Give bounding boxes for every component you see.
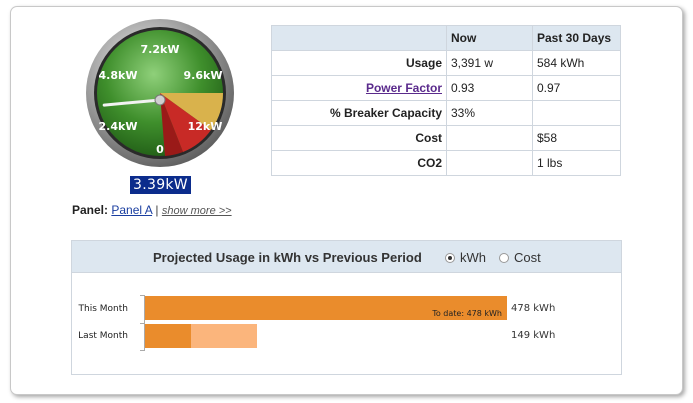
gauge-tick-label: 12kW bbox=[188, 120, 223, 133]
bar-last-month-to-date bbox=[145, 324, 191, 348]
projected-usage-title: Projected Usage in kWh vs Previous Perio… bbox=[153, 250, 422, 265]
power-gauge: 7.2kW 4.8kW 9.6kW 2.4kW 12kW 0 bbox=[86, 19, 234, 167]
cell-now bbox=[446, 125, 533, 151]
value-label-last-month: 149 kWh bbox=[511, 330, 556, 341]
projected-usage-panel: Projected Usage in kWh vs Previous Perio… bbox=[71, 240, 622, 375]
gauge-tick-label: 0 bbox=[156, 143, 164, 156]
table-row: Power Factor 0.93 0.97 bbox=[271, 75, 621, 101]
radio-kwh-label: kWh bbox=[460, 250, 486, 265]
bar-this-month: To date: 478 kWh bbox=[145, 296, 507, 320]
cell-past: $58 bbox=[532, 125, 621, 151]
table-header-past-30-days: Past 30 Days bbox=[532, 25, 621, 51]
axis-tick bbox=[140, 295, 144, 296]
table-header-now: Now bbox=[446, 25, 533, 51]
table-row: Usage 3,391 w 584 kWh bbox=[271, 50, 621, 76]
table-row: CO2 1 lbs bbox=[271, 150, 621, 176]
show-more-link[interactable]: show more >> bbox=[161, 205, 232, 217]
chart-axis bbox=[144, 295, 145, 351]
radio-kwh[interactable]: kWh bbox=[445, 250, 486, 265]
radio-cost-indicator[interactable] bbox=[499, 252, 509, 263]
panel-separator: | bbox=[155, 203, 159, 217]
value-label-this-month: 478 kWh bbox=[511, 303, 556, 314]
to-date-label: To date: 478 kWh bbox=[432, 309, 502, 318]
power-factor-link[interactable]: Power Factor bbox=[365, 81, 442, 95]
gauge-tick-label: 7.2kW bbox=[141, 43, 180, 56]
cell-now bbox=[446, 150, 533, 176]
gauge-red-zone bbox=[160, 93, 211, 152]
row-label-cost: Cost bbox=[271, 125, 447, 151]
gauge-tick-label: 9.6kW bbox=[184, 69, 223, 82]
table-header-row: Now Past 30 Days bbox=[271, 25, 621, 51]
row-label-power-factor: Power Factor bbox=[271, 75, 447, 101]
cell-past: 584 kWh bbox=[532, 50, 621, 76]
usage-stats-table: Now Past 30 Days Usage 3,391 w 584 kWh P… bbox=[271, 25, 621, 176]
projected-usage-chart: This Month Last Month To date: 478 kWh 4… bbox=[72, 273, 621, 373]
power-readout: 3.39kW bbox=[130, 176, 191, 194]
table-row: % Breaker Capacity 33% bbox=[271, 100, 621, 126]
radio-cost-label: Cost bbox=[514, 250, 541, 265]
row-label-breaker-capacity: % Breaker Capacity bbox=[271, 100, 447, 126]
category-label-this-month: This Month bbox=[78, 304, 128, 314]
category-label-last-month: Last Month bbox=[78, 331, 128, 341]
gauge-tick-label: 2.4kW bbox=[99, 120, 138, 133]
gauge-hub bbox=[154, 94, 166, 106]
table-row: Cost $58 bbox=[271, 125, 621, 151]
cell-now: 3,391 w bbox=[446, 50, 533, 76]
cell-past bbox=[532, 100, 621, 126]
row-label-co2: CO2 bbox=[271, 150, 447, 176]
radio-cost[interactable]: Cost bbox=[499, 250, 541, 265]
table-header-empty bbox=[271, 25, 447, 51]
gauge-needle bbox=[102, 98, 162, 107]
gauge-tick-label: 4.8kW bbox=[99, 69, 138, 82]
gauge-yellow-zone bbox=[160, 93, 223, 130]
panel-selector: Panel: Panel A | show more >> bbox=[72, 203, 232, 217]
cell-past: 1 lbs bbox=[532, 150, 621, 176]
panel-label: Panel: bbox=[72, 203, 109, 217]
axis-tick bbox=[140, 323, 144, 324]
radio-kwh-indicator[interactable] bbox=[445, 252, 455, 263]
axis-tick bbox=[140, 350, 144, 351]
cell-now: 33% bbox=[446, 100, 533, 126]
cell-past: 0.97 bbox=[532, 75, 621, 101]
panel-link[interactable]: Panel A bbox=[111, 203, 153, 217]
row-label-usage: Usage bbox=[271, 50, 447, 76]
cell-now: 0.93 bbox=[446, 75, 533, 101]
projected-usage-header: Projected Usage in kWh vs Previous Perio… bbox=[72, 241, 621, 273]
